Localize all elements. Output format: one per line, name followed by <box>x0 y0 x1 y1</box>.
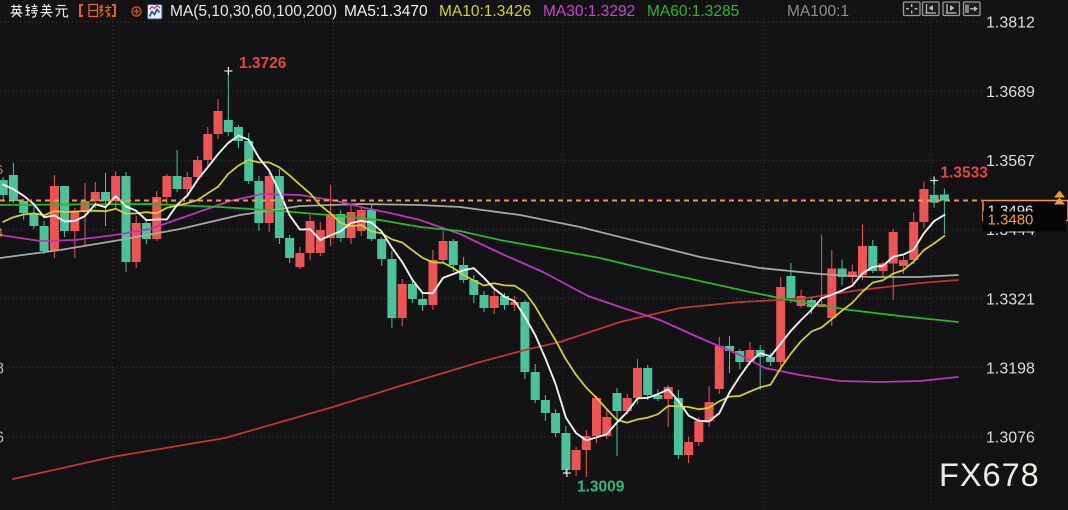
svg-text:1.3567: 1.3567 <box>986 153 1035 170</box>
svg-text:1.34: 1.34 <box>0 226 3 240</box>
svg-text:1.3812: 1.3812 <box>986 15 1035 32</box>
svg-text:MA60:1.3285: MA60:1.3285 <box>647 3 739 20</box>
svg-text:MA10:1.3426: MA10:1.3426 <box>439 3 531 20</box>
svg-text:1.3198: 1.3198 <box>0 361 4 378</box>
svg-text:FX678: FX678 <box>939 457 1040 493</box>
svg-text:1.3076: 1.3076 <box>986 430 1035 447</box>
svg-text:MA5:1.3470: MA5:1.3470 <box>344 3 428 20</box>
svg-text:1.3689: 1.3689 <box>986 84 1035 101</box>
svg-text:MA(5,10,30,60,100,200): MA(5,10,30,60,100,200) <box>170 3 337 20</box>
svg-text:1.35: 1.35 <box>0 163 3 177</box>
svg-text:1.3480: 1.3480 <box>988 212 1034 229</box>
svg-text:1.3533: 1.3533 <box>941 165 989 182</box>
svg-text:1.3076: 1.3076 <box>0 430 4 447</box>
svg-text:MA30:1.3292: MA30:1.3292 <box>543 3 635 20</box>
svg-text:MA100:1: MA100:1 <box>787 3 849 20</box>
svg-text:1.3321: 1.3321 <box>986 291 1035 308</box>
svg-text:1.3198: 1.3198 <box>986 360 1035 377</box>
svg-text:1.3726: 1.3726 <box>239 55 287 72</box>
svg-text:1.3009: 1.3009 <box>577 479 625 496</box>
